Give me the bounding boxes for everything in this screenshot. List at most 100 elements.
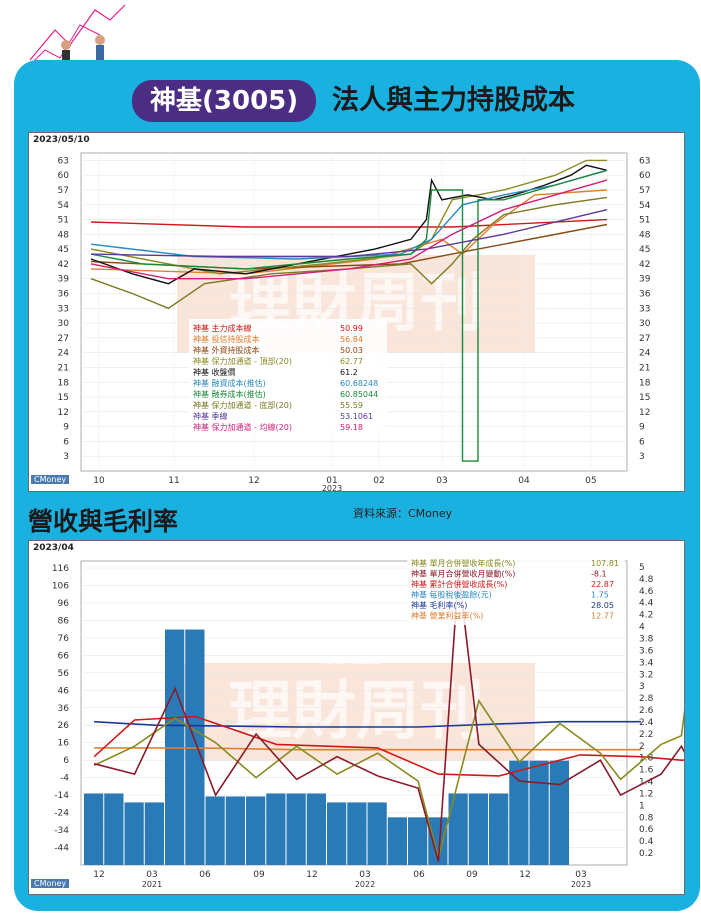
legend-label: 神基 保力加通道 - 均線(20) bbox=[193, 422, 292, 432]
y-tick-left: 16 bbox=[58, 739, 70, 749]
chart-subtitle: 法人與主力持股成本 bbox=[332, 85, 575, 116]
y-tick-right: 3.4 bbox=[639, 658, 654, 668]
brand-label: CMoney bbox=[31, 879, 70, 888]
revenue-title: 營收與毛利率 bbox=[28, 507, 179, 536]
legend-box bbox=[189, 319, 387, 433]
legend-label: 神基 每股稅後盈餘(元) bbox=[411, 590, 492, 600]
eps-bar bbox=[387, 817, 407, 865]
eps-bar bbox=[246, 796, 266, 865]
y-tick-right: 5 bbox=[639, 563, 645, 573]
y-tick-right: 4.2 bbox=[639, 611, 653, 621]
y-tick-right: 3 bbox=[639, 682, 645, 692]
legend-label: 神基 保力加通道 - 底部(20) bbox=[193, 400, 292, 410]
operating-margin-line bbox=[94, 747, 641, 751]
legend-value: 22.87 bbox=[591, 580, 614, 589]
y-tick-left: 57 bbox=[58, 186, 69, 196]
y-tick-right: 1.6 bbox=[639, 766, 654, 776]
eps-bar bbox=[306, 793, 326, 865]
y-tick-right: 21 bbox=[639, 363, 650, 373]
eps-bar bbox=[428, 817, 448, 865]
y-tick-right: 3 bbox=[639, 452, 645, 462]
y-tick-left: 6 bbox=[63, 756, 69, 766]
eps-bar bbox=[286, 793, 306, 865]
y-tick-left: 56 bbox=[58, 669, 70, 679]
y-tick-left: 66 bbox=[58, 651, 70, 661]
legend-label: 神基 主力成本線 bbox=[193, 323, 252, 333]
legend-label: 神基 毛利率(%) bbox=[411, 600, 467, 610]
legend-value: -8.1 bbox=[591, 570, 607, 579]
legend-label: 神基 營業利益率(%) bbox=[411, 611, 483, 621]
close-price-line bbox=[90, 164, 608, 285]
legend-label: 神基 保力加通道 - 頂部(20) bbox=[193, 356, 292, 366]
eps-bar bbox=[84, 793, 104, 865]
y-tick-right: 9 bbox=[639, 423, 645, 433]
y-tick-right: 18 bbox=[639, 378, 651, 388]
y-tick-left: 36 bbox=[58, 290, 70, 300]
y-tick-right: 3.2 bbox=[639, 670, 653, 680]
eps-bar bbox=[104, 793, 124, 865]
y-tick-left: 27 bbox=[58, 334, 69, 344]
x-tick: 04 bbox=[518, 476, 530, 486]
y-tick-right: 3.8 bbox=[639, 634, 654, 644]
y-tick-right: 0.6 bbox=[639, 825, 654, 835]
margin-cost-line bbox=[90, 169, 608, 260]
legend-label: 神基 融券成本(推估) bbox=[193, 389, 266, 399]
legend-value: 60.68248 bbox=[340, 379, 378, 388]
y-tick-right: 57 bbox=[639, 186, 650, 196]
y-tick-left: 6 bbox=[63, 437, 69, 447]
legend-value: 53.1061 bbox=[340, 412, 373, 421]
y-tick-left: -4 bbox=[60, 774, 69, 784]
brand-label: CMoney bbox=[31, 475, 70, 484]
y-tick-right: 4.6 bbox=[639, 587, 654, 597]
legend-value: 59.18 bbox=[340, 423, 363, 432]
y-tick-right: 33 bbox=[639, 304, 650, 314]
legend-value: 61.2 bbox=[340, 368, 358, 377]
y-tick-left: 26 bbox=[58, 721, 70, 731]
y-tick-right: 0.4 bbox=[639, 837, 654, 847]
legend: 神基 主力成本線 50.99 神基 投信持股成本 56.84 神基 外資持股成本 50.0… bbox=[189, 319, 387, 433]
revenue-chart-panel: 2023/04 理財周刊 MONEY WEEKLY 116 106 96 86 76 66… bbox=[28, 540, 685, 895]
legend-value: 56.84 bbox=[340, 335, 363, 344]
eps-bar bbox=[529, 760, 549, 865]
y-tick-left: 106 bbox=[52, 581, 69, 591]
y-tick-right: 39 bbox=[639, 275, 651, 285]
eps-bar bbox=[347, 802, 367, 865]
legend-label: 神基 外資持股成本 bbox=[193, 345, 260, 355]
y-tick-left: 39 bbox=[58, 275, 70, 285]
x-tick: 09 bbox=[466, 870, 478, 880]
y-tick-left: 76 bbox=[58, 634, 70, 644]
y-tick-right: 63 bbox=[639, 156, 650, 166]
y-tick-left: -24 bbox=[54, 809, 69, 819]
y-tick-right: 45 bbox=[639, 245, 650, 255]
y-tick-left: 33 bbox=[58, 304, 69, 314]
y-tick-left: 12 bbox=[58, 408, 69, 418]
y-tick-left: 15 bbox=[58, 393, 69, 403]
y-tick-right: 15 bbox=[639, 393, 650, 403]
legend-label: 神基 收盤價 bbox=[193, 367, 236, 377]
legend-value: 50.03 bbox=[340, 346, 363, 355]
y-tick-right: 30 bbox=[639, 319, 651, 329]
legend-label: 神基 季線 bbox=[193, 411, 228, 421]
plot-frame bbox=[80, 152, 628, 472]
eps-bar bbox=[448, 793, 468, 865]
legend-value: 60.85044 bbox=[340, 390, 378, 399]
main-cost-line bbox=[90, 218, 608, 228]
yoy-growth-line bbox=[93, 698, 684, 862]
y-tick-right: 12 bbox=[639, 408, 650, 418]
legend-label: 神基 投信持股成本 bbox=[193, 334, 260, 344]
y-tick-right: 60 bbox=[639, 171, 651, 181]
y-tick-right: 1.8 bbox=[639, 754, 654, 764]
x-tick: 03 bbox=[359, 870, 370, 880]
quarter-line bbox=[90, 209, 608, 258]
y-tick-right: 0.2 bbox=[639, 849, 653, 859]
legend-value: 28.05 bbox=[591, 601, 614, 610]
y-tick-right: 2 bbox=[639, 742, 645, 752]
y-tick-left: 54 bbox=[58, 201, 70, 211]
legend-value: 55.59 bbox=[340, 401, 363, 410]
y-tick-right: 42 bbox=[639, 260, 650, 270]
y-tick-right: 3.6 bbox=[639, 646, 654, 656]
year-label: 2023 bbox=[571, 880, 591, 889]
y-tick-left: 36 bbox=[58, 704, 70, 714]
eps-bar bbox=[549, 760, 569, 865]
y-tick-left: 42 bbox=[58, 260, 69, 270]
